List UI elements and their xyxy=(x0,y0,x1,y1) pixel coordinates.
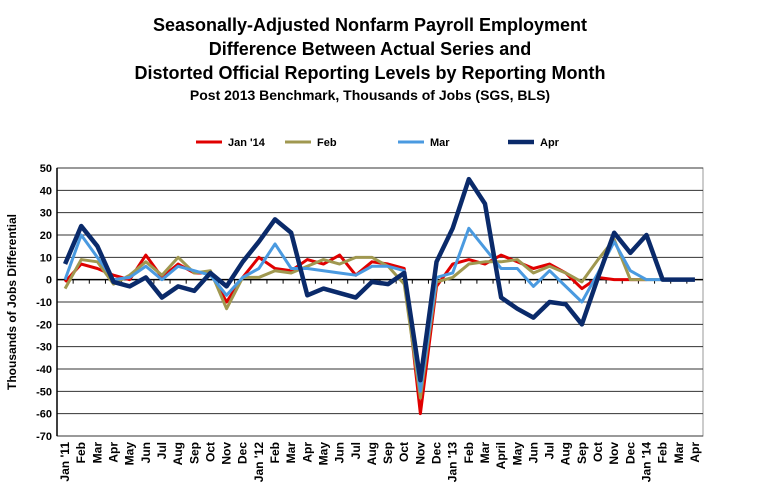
legend: Jan '14 Feb Mar Apr xyxy=(196,137,560,149)
y-tick-label: 30 xyxy=(40,208,52,220)
x-tick-label: Apr xyxy=(688,442,702,463)
x-tick-label: Mar xyxy=(672,442,686,464)
x-axis-ticks: Jan '11 Feb Mar Apr May Jun Jul Aug Sep Oct Nov Dec… xyxy=(56,279,702,483)
x-tick-label: Oct xyxy=(397,442,411,462)
x-tick-label: Sep xyxy=(575,442,589,464)
series-lines xyxy=(63,176,695,416)
x-tick-label: Jun xyxy=(333,442,347,463)
y-tick-label: -20 xyxy=(36,319,52,331)
x-tick-label: Mar xyxy=(90,442,104,464)
legend-label: Mar xyxy=(430,137,450,149)
x-tick-label: Feb xyxy=(74,442,88,463)
x-tick-label: Sep xyxy=(187,442,201,464)
x-tick-label: Sep xyxy=(381,442,395,464)
x-tick-label: Jul xyxy=(349,442,363,459)
y-axis-ticks: 50 40 30 20 10 0 -10 -20 -30 -40 -50 -60 -70 xyxy=(36,163,52,443)
y-tick-label: -70 xyxy=(36,431,52,443)
x-tick-label: Jan '11 xyxy=(58,442,72,482)
x-tick-label: Nov xyxy=(220,442,234,465)
x-tick-label: Apr xyxy=(300,442,314,463)
x-tick-label: Nov xyxy=(607,442,621,465)
chart-subtitle: Post 2013 Benchmark, Thousands of Jobs (… xyxy=(190,87,550,103)
series-line-mar xyxy=(63,226,679,393)
x-tick-label: Jun xyxy=(526,442,540,463)
x-tick-label: Feb xyxy=(462,442,476,463)
x-tick-label: May xyxy=(123,442,137,466)
series-line-feb xyxy=(63,237,663,400)
legend-label: Apr xyxy=(540,137,560,149)
y-tick-label: -30 xyxy=(36,342,52,354)
x-tick-label: May xyxy=(510,442,524,466)
x-tick-label: Aug xyxy=(559,442,573,465)
x-tick-label: Aug xyxy=(171,442,185,465)
y-tick-label: 40 xyxy=(40,185,52,197)
x-tick-label: Dec xyxy=(236,442,250,464)
x-tick-label: May xyxy=(316,442,330,466)
y-tick-label: 0 xyxy=(46,275,52,287)
x-tick-label: Feb xyxy=(656,442,670,463)
x-tick-label: Jan '14 xyxy=(639,442,653,483)
x-tick-label: Feb xyxy=(268,442,282,463)
y-tick-label: -40 xyxy=(36,364,52,376)
chart-title-line-1: Seasonally-Adjusted Nonfarm Payroll Empl… xyxy=(153,15,587,35)
x-tick-label: Dec xyxy=(430,442,444,464)
x-tick-label: Jan '12 xyxy=(252,442,266,483)
x-tick-label: Mar xyxy=(478,442,492,464)
legend-label: Feb xyxy=(317,137,337,149)
y-tick-label: 20 xyxy=(40,230,52,242)
y-axis-label: Thousands of Jobs Differential xyxy=(5,214,19,390)
x-tick-label: Oct xyxy=(203,442,217,462)
y-tick-label: -50 xyxy=(36,386,52,398)
series-line-apr xyxy=(63,176,695,383)
y-tick-label: 50 xyxy=(40,163,52,175)
x-tick-label: Nov xyxy=(413,442,427,465)
x-tick-label: Jun xyxy=(139,442,153,463)
x-tick-label: Apr xyxy=(107,442,121,463)
legend-label: Jan '14 xyxy=(228,137,266,149)
y-tick-label: 10 xyxy=(40,252,52,264)
x-tick-label: April xyxy=(494,442,508,469)
y-tick-label: -10 xyxy=(36,297,52,309)
chart-title-line-2: Difference Between Actual Series and xyxy=(209,39,531,59)
x-tick-label: Jul xyxy=(543,442,557,459)
x-tick-label: Oct xyxy=(591,442,605,462)
x-tick-label: Jul xyxy=(155,442,169,459)
x-tick-label: Dec xyxy=(623,442,637,464)
x-tick-label: Aug xyxy=(365,442,379,465)
chart-title-line-3: Distorted Official Reporting Levels by R… xyxy=(134,63,605,83)
gridlines xyxy=(56,167,704,437)
y-tick-label: -60 xyxy=(36,409,52,421)
x-tick-label: Mar xyxy=(284,442,298,464)
x-tick-label: Jan '13 xyxy=(446,442,460,483)
